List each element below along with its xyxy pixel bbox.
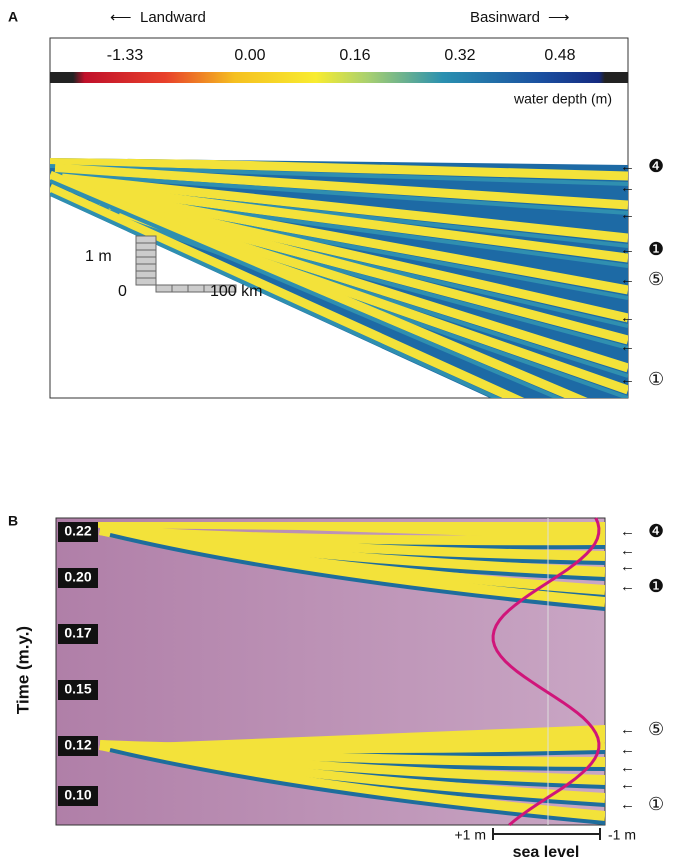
colorbar-tick-label: 0.16 (339, 47, 370, 64)
sea-level-curve (491, 517, 601, 827)
scale-cell (135, 235, 157, 244)
time-label-box (58, 568, 98, 588)
stratum-edge (50, 164, 628, 186)
stratum (50, 183, 628, 398)
marker-label: ⑤ (648, 269, 664, 289)
stratum (88, 190, 628, 323)
marker-label: ⑤ (648, 719, 664, 739)
stratum (54, 163, 628, 210)
time-label-box (58, 786, 98, 806)
direction-label: Landward (140, 9, 206, 26)
direction-label: Basinward (470, 9, 540, 26)
marker-label: ❶ (648, 239, 664, 259)
time-label: 0.17 (64, 625, 91, 641)
stratum (50, 170, 628, 398)
time-label: 0.10 (64, 787, 91, 803)
panel-label: A (8, 9, 18, 25)
colorbar-tick-label: -1.33 (107, 47, 144, 64)
scale-label: 1 m (85, 248, 112, 265)
marker-arrow: ← (620, 338, 635, 355)
scale-cell (135, 242, 157, 251)
scale-label: 0 (118, 283, 127, 300)
scale-label: 100 km (210, 283, 262, 300)
marker-arrow: ← (620, 776, 635, 793)
marker-arrow: ← (620, 158, 635, 175)
marker-label: ❶ (648, 576, 664, 596)
stratum (98, 740, 605, 821)
scale-cell (135, 249, 157, 258)
time-label-box (58, 522, 98, 542)
marker-arrow: ← (620, 578, 635, 595)
scale-cell (135, 270, 157, 279)
marker-label: ❹ (648, 521, 664, 541)
arrow: ⟶ (548, 9, 570, 26)
marker-arrow: ← (620, 759, 635, 776)
colorbar-tick-label: 0.32 (444, 47, 475, 64)
marker-arrow: ← (620, 542, 635, 559)
marker-arrow: ← (620, 271, 635, 288)
time-label-box (58, 680, 98, 700)
axis-label: +1 m (454, 827, 486, 843)
time-label-box (58, 736, 98, 756)
axis-label: -1 m (608, 827, 636, 843)
time-label: 0.22 (64, 523, 91, 539)
marker-arrow: ← (620, 309, 635, 326)
time-label-box (58, 624, 98, 644)
colorbar-tick-label: 0.00 (234, 47, 265, 64)
colorbar-tick-label: 0.48 (544, 47, 575, 64)
time-label: 0.12 (64, 737, 91, 753)
marker-arrow: ← (620, 741, 635, 758)
scale-cell (219, 284, 237, 293)
stratum (79, 185, 628, 295)
scale-cell (187, 284, 205, 293)
stratum-top (100, 725, 605, 748)
stratum (69, 180, 628, 263)
axis-title: sea level (513, 844, 580, 861)
scale-cell (135, 277, 157, 286)
colorbar (50, 72, 628, 83)
time-label: 0.15 (64, 681, 91, 697)
marker-arrow: ← (620, 206, 635, 223)
stratum-edge (54, 172, 628, 215)
stratum-edge (50, 179, 628, 398)
panel-label: B (8, 513, 18, 529)
stratum-top (60, 522, 605, 540)
marker-label: ① (648, 369, 664, 389)
marker-arrow: ← (620, 721, 635, 738)
marker-label: ❹ (648, 156, 664, 176)
time-label: 0.20 (64, 569, 91, 585)
marker-arrow: ← (620, 179, 635, 196)
stratum (98, 195, 628, 345)
stratum (50, 158, 628, 181)
stratum (98, 525, 605, 607)
marker-arrow: ← (620, 796, 635, 813)
marker-arrow: ← (620, 371, 635, 388)
colorbar-label: water depth (m) (513, 91, 612, 107)
marker-label: ① (648, 794, 664, 814)
scale-cell (135, 263, 157, 272)
marker-arrow: ← (620, 558, 635, 575)
stratum (61, 173, 628, 243)
scale-cell (135, 256, 157, 265)
axis-title: Time (m.y.) (13, 626, 32, 714)
marker-arrow: ← (620, 523, 635, 540)
marker-arrow: ← (620, 241, 635, 258)
scale-cell (171, 284, 189, 293)
arrow: ⟵ (110, 9, 132, 26)
scale-cell (155, 284, 173, 293)
